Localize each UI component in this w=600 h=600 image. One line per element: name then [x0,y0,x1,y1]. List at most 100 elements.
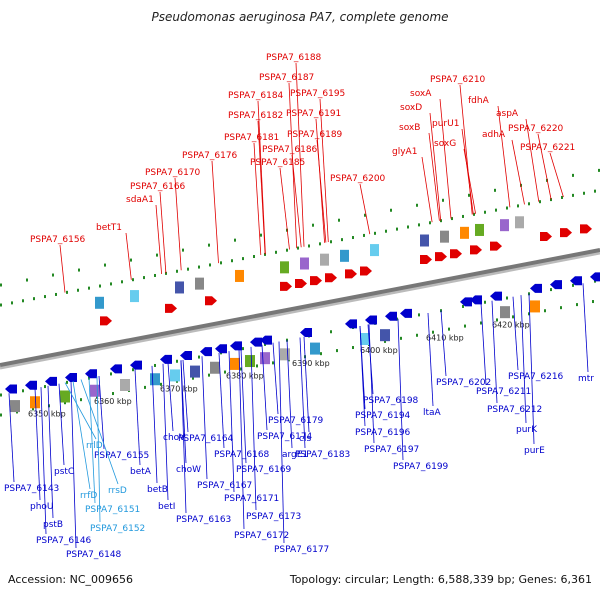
lower-outer-tick-dot [112,392,114,396]
reverse-leader-line [582,283,589,373]
reverse-gene-label: PSPA7_6216 [508,372,564,382]
upper-outer-tick-dot [390,208,392,212]
upper-tick-dot [143,276,145,280]
lower-outer-tick-dot [528,312,530,316]
genome-backbone [0,248,600,367]
reverse-leader-line [98,375,105,450]
upper-outer-tick-dot [364,213,366,217]
rna-leader-line [96,376,101,523]
reverse-leader-line [250,346,257,511]
reverse-gene-label: cls [299,434,311,444]
upper-tick-dot [176,269,178,273]
lower-tick-dot [154,363,156,367]
lower-outer-tick-dot [240,367,242,371]
forward-leader-line [428,132,440,221]
upper-outer-tick-dot [416,203,418,207]
feature-block [500,219,509,232]
upper-tick-dot [242,257,244,261]
forward-gene [470,245,482,255]
upper-outer-tick-dot [0,283,2,287]
upper-tick-dot [231,259,233,263]
lower-outer-tick-dot [272,361,274,365]
upper-tick-dot [110,282,112,286]
forward-gene-label: PSPA7_6200 [330,174,386,184]
reverse-gene [160,354,172,364]
upper-tick-dot [121,280,123,284]
reverse-leader-line [58,383,65,466]
feature-block [500,306,510,319]
forward-gene-label: PSPA7_6210 [430,75,486,85]
forward-gene-label: PSPA7_6185 [250,158,305,168]
upper-tick-dot [88,286,90,290]
upper-tick-dot [363,233,365,237]
forward-gene-label: adhA [482,130,506,140]
forward-leader-line [459,84,473,215]
upper-outer-tick-dot [182,248,184,252]
lower-outer-tick-dot [0,413,2,417]
lower-outer-tick-dot [416,333,418,337]
feature-block [310,342,320,355]
reverse-gene [65,373,77,383]
lower-tick-dot [66,380,68,384]
lower-tick-dot [418,313,420,317]
lower-outer-tick-dot [320,352,322,356]
forward-gene-label: PSPA7_6221 [520,143,575,153]
upper-tick-dot [561,195,563,199]
scale-label: 6370 kbp [160,384,198,393]
lower-outer-tick-dot [256,364,258,368]
upper-tick-dot [385,229,387,233]
reverse-leader-line [182,359,189,433]
lower-tick-dot [110,372,112,376]
upper-tick-dot [374,231,376,235]
reverse-gene [230,341,242,351]
reverse-leader-line [238,349,245,530]
feature-block [475,223,484,236]
reverse-leader-line [299,337,306,449]
upper-outer-tick-dot [598,168,600,172]
forward-leader-line [59,244,66,293]
scale-label: 6400 kbp [360,346,398,355]
feature-block [530,300,540,313]
upper-tick-dot [275,250,277,254]
reverse-leader-line [134,369,141,466]
feature-block [340,249,349,262]
forward-gene-label: PSPA7_6182 [228,111,283,121]
reverse-gene-label: betA [130,467,152,477]
reverse-gene [590,272,600,282]
forward-gene [165,303,177,313]
reverse-gene [260,335,272,345]
upper-tick-dot [341,238,343,242]
lower-outer-tick-dot [512,315,514,319]
upper-tick-dot [319,242,321,246]
upper-tick-dot [352,236,354,240]
lower-outer-tick-dot [480,321,482,325]
upper-outer-tick-dot [338,218,340,222]
upper-tick-dot [66,290,68,294]
forward-gene-label: purU1 [432,119,459,129]
rna-leader-line [88,377,96,504]
scale-label: 6350 kbp [28,410,66,419]
upper-tick-dot [165,271,167,275]
upper-tick-dot [473,212,475,216]
forward-gene [435,252,447,262]
upper-outer-tick-dot [52,273,54,277]
forward-leader-line [159,191,167,274]
forward-gene [205,296,217,306]
upper-tick-dot [330,240,332,244]
accession-text: Accession: NC_009656 [8,573,134,586]
upper-tick-dot [451,217,453,221]
upper-tick-dot [22,299,24,303]
rna-gene-label: rrsD [108,486,127,496]
forward-gene-label: aspA [496,109,519,119]
upper-tick-dot [484,210,486,214]
lower-tick-dot [462,304,464,308]
forward-gene-label: soxG [434,139,456,149]
upper-tick-dot [429,221,431,225]
reverse-gene-label: PSPA7_6212 [487,405,542,415]
reverse-gene [110,364,122,374]
scale-label: 6420 kbp [492,321,530,330]
forward-gene [100,316,112,326]
lower-tick-dot [0,393,2,397]
forward-leader-line [549,152,564,198]
